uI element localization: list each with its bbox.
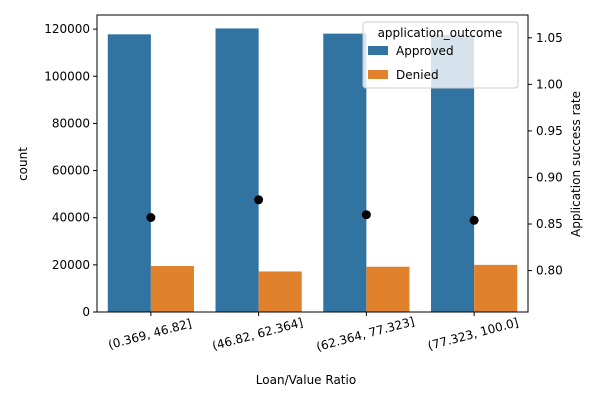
y2-tick-label-5: 1.05: [536, 31, 563, 45]
bar-approved-2: [323, 33, 367, 313]
y2-tick-label-0: 0.80: [536, 264, 563, 278]
bar-approved-0: [107, 34, 151, 312]
legend-title: application_outcome: [378, 26, 503, 40]
success-rate-point-1: [254, 195, 264, 205]
x-tick-label-1: (46.82, 62.364]: [211, 315, 305, 353]
y-tick-label-1: 20000: [52, 258, 90, 272]
legend-swatch-approved: [368, 46, 388, 55]
axes: [96, 14, 529, 313]
y2-tick-label-2: 0.90: [536, 170, 563, 184]
bar-denied-3: [474, 264, 518, 312]
x-tick-label-2: (62.364, 77.323]: [315, 314, 416, 354]
y-tick-label-2: 40000: [52, 211, 90, 225]
legend-frame: [362, 21, 519, 89]
legend-swatch-denied: [368, 70, 388, 79]
bar-denied-0: [150, 266, 194, 312]
y-tick-label-0: 0: [82, 305, 90, 319]
y2-axis-title: Application success rate: [569, 91, 583, 237]
success-rate-points: [146, 195, 479, 225]
y-tick-label-5: 100000: [44, 69, 90, 83]
success-rate-point-3: [469, 215, 479, 225]
bar-approved-1: [215, 28, 259, 312]
x-axis-title: Loan/Value Ratio: [256, 373, 356, 387]
success-rate-point-0: [146, 213, 156, 222]
plot-frame: [96, 14, 529, 313]
bar-denied-2: [366, 266, 410, 312]
y-tick-label-4: 80000: [52, 116, 90, 130]
y-tick-label-3: 60000: [52, 164, 90, 178]
y2-tick-label-3: 0.95: [536, 124, 563, 138]
y-tick-label-6: 120000: [44, 22, 90, 36]
legend-label-denied: Denied: [396, 68, 439, 82]
legend-label-approved: Approved: [396, 44, 454, 58]
y2-tick-label-1: 0.85: [536, 217, 563, 231]
success-rate-point-2: [361, 210, 371, 220]
bar-denied-1: [258, 271, 302, 312]
x-tick-label-0: (0.369, 46.82]: [107, 316, 193, 352]
x-tick-label-3: (77.323, 100.0]: [426, 315, 520, 353]
y-axis-title: count: [16, 147, 30, 181]
legend: application_outcome Approved Denied: [362, 21, 519, 89]
y2-tick-label-4: 1.00: [536, 77, 563, 91]
